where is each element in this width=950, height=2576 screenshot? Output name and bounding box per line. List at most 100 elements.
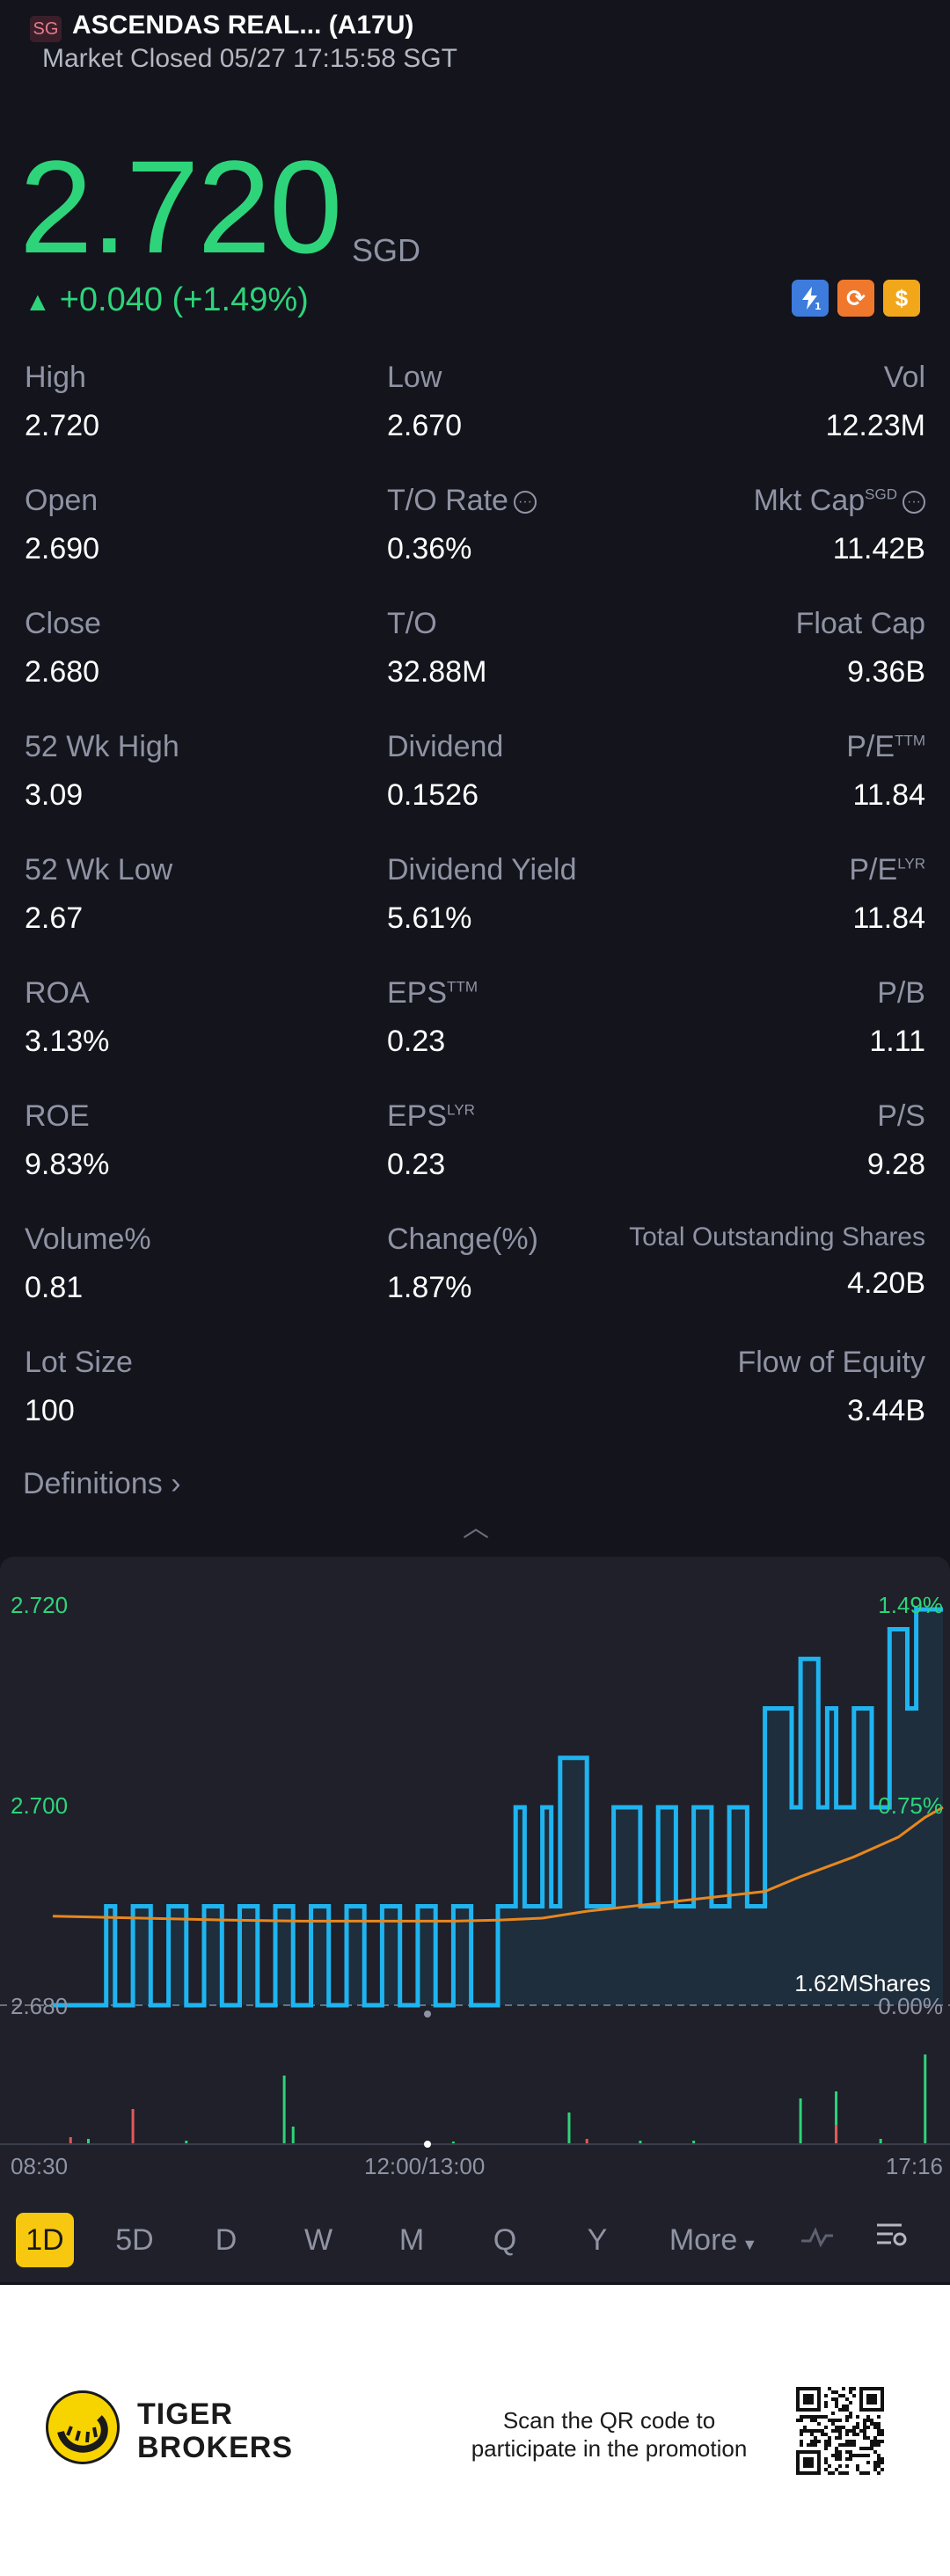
qr-module — [824, 2468, 828, 2471]
qr-module — [849, 2443, 852, 2447]
stat-label: P/S — [877, 1099, 925, 1133]
qr-module — [870, 2447, 873, 2450]
stat-label: High — [25, 361, 86, 394]
x-tick: 12:00/13:00 — [364, 2153, 486, 2179]
qr-module — [852, 2443, 856, 2447]
market-flag-badge: SG — [30, 16, 62, 42]
chevron-up-icon[interactable]: ︿ — [463, 1514, 489, 1543]
volume-bar — [567, 2113, 571, 2144]
qr-module — [824, 2461, 828, 2464]
qr-module — [845, 2405, 849, 2408]
qr-module — [870, 2443, 873, 2447]
stat-label: EPSTTM — [387, 976, 478, 1010]
stat-value: 1.11 — [869, 1025, 925, 1058]
volume-bar — [451, 2142, 455, 2144]
intraday-chart[interactable]: 2.720 2.700 2.680 1.49% 0.75% 0.00% 1.62… — [0, 1557, 950, 2282]
x-tick: 17:16 — [885, 2153, 943, 2179]
definitions-link[interactable]: Definitions › — [23, 1467, 181, 1500]
qr-module — [845, 2450, 849, 2454]
qr-module — [881, 2457, 884, 2461]
stat-value: 0.23 — [387, 1148, 446, 1181]
qr-module — [881, 2440, 884, 2443]
qr-module — [863, 2426, 866, 2429]
qr-module — [838, 2450, 842, 2454]
dollar-icon[interactable]: $ — [883, 280, 920, 317]
volume-bar — [585, 2139, 588, 2144]
qr-module — [835, 2426, 838, 2429]
qr-module — [849, 2450, 852, 2454]
stat-label: Lot Size — [25, 1346, 133, 1379]
qr-module — [800, 2429, 803, 2433]
last-price: 2.720 — [19, 133, 342, 281]
tab-y[interactable]: Y — [587, 2223, 608, 2257]
stat-value: 0.36% — [387, 532, 472, 566]
qr-module — [831, 2422, 835, 2426]
info-icon[interactable]: ··· — [902, 491, 925, 514]
currency-label: SGD — [352, 232, 421, 268]
stat-label: Low — [387, 361, 442, 394]
qr-module — [821, 2433, 824, 2436]
stat-label: 52 Wk Low — [25, 853, 173, 887]
promo-footer: TIGER BROKERS Scan the QR code to particip… — [0, 2285, 950, 2576]
market-status: Market Closed 05/27 17:15:58 SGT — [42, 44, 457, 73]
qr-module — [807, 2429, 810, 2433]
qr-module — [852, 2429, 856, 2433]
stat-label: T/O Rate ··· — [387, 484, 537, 518]
stat-label: P/ELYR — [849, 853, 925, 887]
qr-module — [845, 2433, 849, 2436]
stat-value: 0.81 — [25, 1271, 84, 1304]
tab-m[interactable]: M — [398, 2223, 425, 2257]
tab-1d[interactable]: 1D — [16, 2213, 74, 2267]
stat-label: Volume% — [25, 1222, 151, 1256]
qr-module — [877, 2454, 881, 2457]
tab-more[interactable]: More ▼ — [669, 2223, 758, 2257]
qr-module — [824, 2433, 828, 2436]
qr-module — [814, 2440, 817, 2443]
lightning-icon[interactable]: 1 — [792, 280, 829, 317]
chevron-right-icon: › — [171, 1467, 181, 1500]
exchange-icon[interactable]: ⟳ — [837, 280, 874, 317]
qr-module — [845, 2464, 849, 2468]
qr-module — [877, 2457, 881, 2461]
qr-module — [849, 2429, 852, 2433]
stat-label: P/ETTM — [846, 730, 925, 763]
qr-module — [873, 2436, 877, 2440]
stock-title[interactable]: ASCENDAS REAL... (A17U) — [72, 11, 414, 40]
session-break-dot — [424, 2141, 431, 2148]
stat-label: Close — [25, 607, 101, 640]
qr-module — [831, 2429, 835, 2433]
stat-label: Float Cap — [795, 607, 925, 640]
qr-code[interactable] — [796, 2387, 884, 2475]
stats-grid: High 2.720 Low 2.670 Vol 12.23M Open 2.690 T… — [25, 361, 925, 1469]
stat-label: Flow of Equity — [737, 1346, 925, 1379]
qr-module — [873, 2443, 877, 2447]
chart-canvas[interactable] — [0, 1557, 950, 2282]
qr-module — [842, 2443, 845, 2447]
up-arrow-icon: ▲ — [25, 288, 51, 317]
qr-module — [842, 2471, 845, 2475]
info-icon[interactable]: ··· — [513, 491, 537, 514]
session-break-dot — [424, 2010, 431, 2018]
volume-bar — [131, 2109, 135, 2144]
qr-module — [877, 2471, 881, 2475]
stat-value: 0.1526 — [387, 778, 479, 812]
tab-w[interactable]: W — [303, 2223, 333, 2257]
tab-5d[interactable]: 5D — [115, 2223, 154, 2257]
qr-module — [866, 2436, 870, 2440]
tab-d[interactable]: D — [215, 2223, 238, 2257]
qr-module — [828, 2464, 831, 2468]
indicator-icon[interactable] — [797, 2213, 837, 2267]
qr-module — [835, 2429, 838, 2433]
qr-module — [838, 2426, 842, 2429]
tiger-logo-icon — [46, 2390, 120, 2464]
stat-label: Mkt CapSGD ··· — [754, 484, 925, 518]
qr-module — [877, 2415, 881, 2419]
qr-module — [817, 2429, 821, 2433]
qr-module — [810, 2440, 814, 2443]
qr-module — [810, 2429, 814, 2433]
qr-module — [810, 2419, 814, 2422]
tab-q[interactable]: Q — [493, 2223, 517, 2257]
chart-settings-icon[interactable] — [871, 2213, 911, 2267]
stat-value: 9.36B — [847, 655, 925, 689]
scan-promo-text: Scan the QR code to participate in the pr… — [471, 2407, 748, 2462]
